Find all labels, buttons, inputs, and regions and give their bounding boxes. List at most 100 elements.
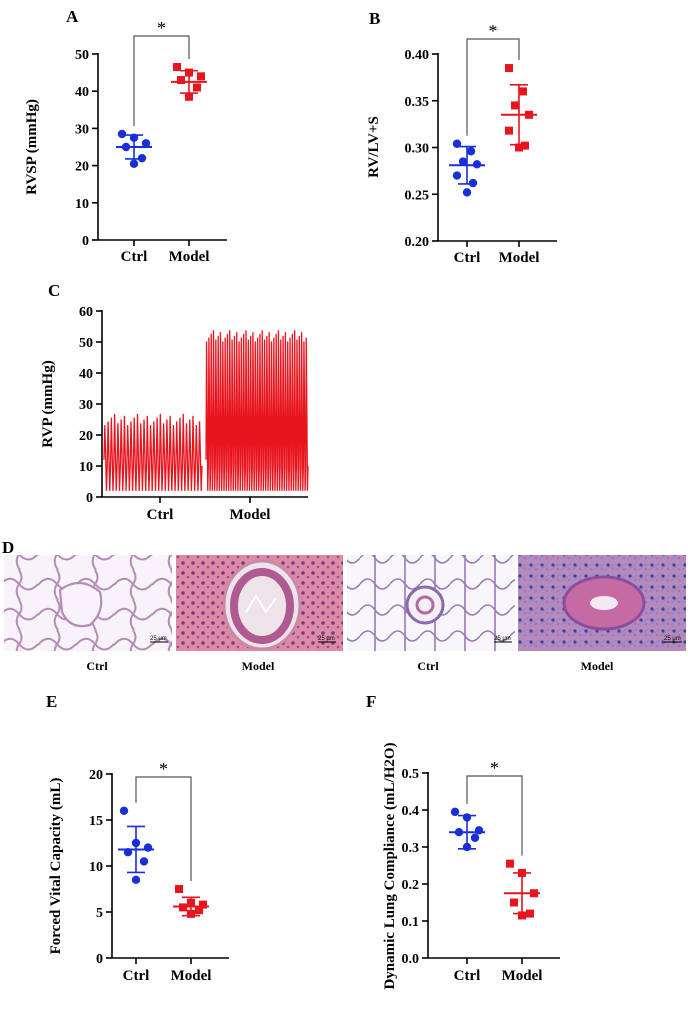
y-tick-label: 0.2 bbox=[402, 878, 420, 893]
model-data-point bbox=[197, 72, 205, 81]
y-tick-label: 60 bbox=[79, 305, 93, 320]
significance-bracket bbox=[133, 35, 190, 126]
ctrl-data-point bbox=[450, 807, 460, 817]
y-tick-label: 50 bbox=[75, 48, 89, 63]
x-category-label: Ctrl bbox=[147, 507, 174, 523]
y-tick-label: 20 bbox=[75, 160, 89, 175]
y-tick-label: 0.35 bbox=[405, 95, 430, 110]
chart-f-dynamic-lung-compliance: 0.0 0.1 0.2 0.3 0.4 0.5 Ctrl Model Dynamic Lung … bbox=[382, 742, 560, 990]
y-tick-label: 15 bbox=[89, 814, 103, 829]
x-category-label: Ctrl bbox=[123, 968, 150, 984]
micrograph-caption: Ctrl bbox=[417, 659, 439, 673]
x-category-label: Model bbox=[499, 250, 540, 266]
model-data-point bbox=[519, 87, 527, 96]
model-data-point bbox=[505, 126, 513, 135]
y-tick-label: 0.0 bbox=[402, 952, 420, 967]
panel-letter-e: E bbox=[46, 692, 57, 711]
y-tick-label: 0.5 bbox=[402, 767, 420, 782]
y-tick-label: 0.1 bbox=[402, 915, 420, 930]
micrograph-caption: Model bbox=[581, 659, 614, 673]
y-tick-label: 20 bbox=[79, 429, 93, 444]
model-data-point bbox=[177, 76, 185, 85]
significance-star: * bbox=[490, 758, 499, 778]
model-pressure-trace bbox=[205, 330, 309, 491]
panel-letter-a: A bbox=[66, 7, 79, 26]
y-axis-label: RVP (mmHg) bbox=[40, 360, 56, 447]
y-tick-label: 0 bbox=[86, 491, 93, 506]
y-axis-label: RVSP (mmHg) bbox=[24, 99, 40, 195]
ctrl-data-point bbox=[466, 147, 476, 156]
panel-letter-c: C bbox=[48, 281, 60, 300]
significance-star: * bbox=[157, 18, 166, 38]
y-tick-label: 5 bbox=[96, 906, 103, 921]
ctrl-data-point bbox=[458, 157, 468, 166]
panel-letter-b: B bbox=[369, 9, 380, 28]
scale-bar-label: 25 μm bbox=[494, 636, 511, 642]
x-category-label: Ctrl bbox=[454, 250, 481, 266]
micrograph-caption: Model bbox=[242, 659, 275, 673]
model-data-point bbox=[518, 911, 526, 920]
ctrl-data-point bbox=[468, 178, 478, 188]
ctrl-data-point bbox=[141, 139, 151, 148]
y-tick-label: 10 bbox=[89, 860, 103, 875]
x-category-label: Model bbox=[169, 249, 210, 265]
model-data-point bbox=[193, 83, 201, 92]
model-data-point bbox=[175, 885, 183, 893]
model-data-point bbox=[510, 898, 518, 907]
ctrl-data-point bbox=[474, 826, 484, 835]
chart-e-forced-vital-capacity: 0 5 10 15 20 Ctrl Model Forced Vital Capacity (… bbox=[48, 759, 229, 984]
model-data-point bbox=[511, 101, 519, 110]
y-tick-label: 10 bbox=[75, 197, 89, 212]
micrograph-masson-ctrl: 25 μm bbox=[347, 555, 515, 651]
x-category-label: Model bbox=[230, 507, 271, 523]
x-category-label: Model bbox=[171, 968, 212, 984]
significance-star: * bbox=[159, 759, 168, 779]
y-tick-label: 0 bbox=[96, 952, 103, 967]
ctrl-data-point bbox=[119, 806, 129, 815]
micrograph-he-model: 25 μm bbox=[176, 555, 343, 651]
panel-letter-d: D bbox=[2, 538, 14, 557]
ctrl-pressure-trace bbox=[103, 413, 203, 491]
ctrl-data-point bbox=[470, 833, 480, 842]
y-tick-label: 20 bbox=[89, 768, 103, 783]
x-category-label: Model bbox=[502, 968, 543, 984]
y-axis-label: RV/LV+S bbox=[366, 116, 382, 178]
significance-bracket bbox=[466, 38, 520, 136]
micrograph-masson-model: 25 μm bbox=[518, 555, 686, 651]
ctrl-data-point bbox=[462, 188, 472, 197]
y-tick-label: 0 bbox=[82, 234, 89, 249]
y-axis-label: Dynamic Lung Compliance (mL/H2O) bbox=[382, 742, 398, 989]
ctrl-data-point bbox=[139, 857, 149, 866]
x-category-label: Ctrl bbox=[121, 249, 148, 265]
y-tick-label: 0.4 bbox=[402, 804, 420, 819]
model-data-point bbox=[199, 900, 207, 909]
ctrl-data-point bbox=[131, 875, 141, 884]
y-tick-label: 40 bbox=[75, 85, 89, 100]
model-data-point bbox=[506, 859, 514, 868]
model-data-point bbox=[195, 906, 203, 915]
ctrl-data-point bbox=[117, 129, 127, 139]
scale-bar-label: 25 μm bbox=[318, 636, 335, 642]
y-tick-label: 40 bbox=[79, 367, 93, 382]
y-tick-label: 0.40 bbox=[405, 48, 430, 63]
model-data-point bbox=[515, 143, 523, 152]
y-tick-label: 30 bbox=[79, 398, 93, 413]
model-data-point bbox=[521, 141, 529, 150]
y-tick-label: 0.3 bbox=[402, 841, 420, 856]
y-tick-label: 50 bbox=[79, 336, 93, 351]
micrograph-he-ctrl: 25 μm bbox=[4, 555, 172, 651]
micrograph-caption: Ctrl bbox=[86, 659, 108, 673]
micrograph-row: 25 μm 25 μm 25 μm 25 μm Ctrl Model Ctrl bbox=[4, 555, 686, 673]
chart-b-rv-lv-s: 0.20 0.25 0.30 0.35 0.40 Ctrl Model RV/LV+S * bbox=[366, 21, 557, 266]
scale-bar-label: 25 μm bbox=[664, 636, 681, 642]
chart-a-rvsp: 0 10 20 30 40 50 Ctrl Model RVSP (mmHg) * bbox=[24, 18, 227, 265]
y-axis-label: Forced Vital Capacity (mL) bbox=[48, 778, 64, 955]
model-data-point bbox=[185, 92, 193, 101]
chart-c-rvp-trace: 0 10 20 30 40 50 60 RVP (mmHg) Ctrl Model bbox=[40, 305, 309, 523]
x-category-label: Ctrl bbox=[454, 968, 481, 984]
significance-bracket bbox=[135, 776, 192, 881]
y-tick-label: 30 bbox=[75, 122, 89, 137]
ctrl-data-point bbox=[452, 171, 462, 180]
y-tick-label: 0.20 bbox=[405, 235, 430, 250]
